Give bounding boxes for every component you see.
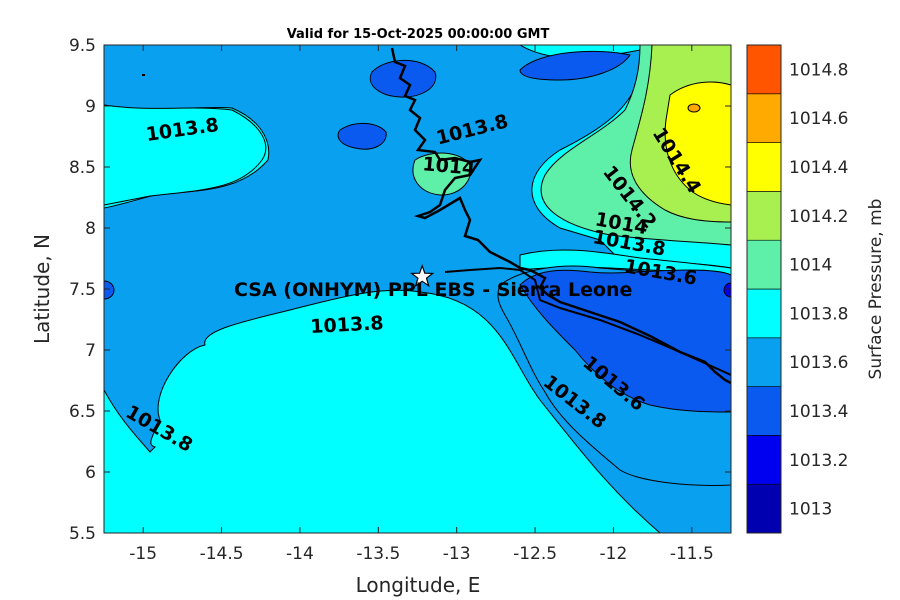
x-tick-label: -12 (600, 544, 628, 564)
y-tick-label: 5.5 (69, 524, 96, 544)
island (142, 74, 145, 76)
colorbar-level-label: 1013.6 (789, 353, 848, 373)
y-axis-ticks: 5.5 6 6.5 7 7.5 8 8.5 9 9.5 (69, 36, 731, 544)
colorbar-swatch (746, 337, 782, 387)
colorbar-swatch (746, 239, 782, 290)
colorbar-swatch (746, 93, 782, 143)
contour-fill-1014-coast (412, 152, 472, 196)
contour-fill-1013.4-north3 (519, 50, 631, 81)
colorbar-swatch (746, 191, 782, 241)
station-label: CSA (ONHYM) PPL EBS - Sierra Leone (234, 279, 632, 301)
chart-title: Valid for 15-Oct-2025 00:00:00 GMT (287, 27, 550, 42)
y-tick-label: 8 (85, 219, 96, 239)
x-tick-label: -13 (443, 544, 471, 564)
x-tick-label: -15 (129, 544, 157, 564)
coastline (390, 47, 731, 385)
y-tick-label: 8.5 (69, 158, 96, 178)
station-star-icon (410, 263, 435, 288)
contour-label: 1013.8 (310, 312, 384, 338)
contour-label: 1014 (422, 153, 477, 180)
x-tick-label: -13.5 (356, 544, 400, 564)
colorbar-level-label: 1013.4 (789, 402, 848, 422)
y-tick-label: 9 (85, 97, 96, 117)
colorbar-swatch (746, 483, 782, 534)
contour-fill-1013.4-west (104, 280, 115, 300)
colorbar-swatch (746, 288, 782, 339)
x-tick-label: -14.5 (200, 544, 244, 564)
colorbar-level-label: 1014.6 (789, 109, 848, 129)
x-tick-label: -11.5 (670, 544, 714, 564)
contour-fill-1014.6 (687, 103, 701, 113)
colorbar-level-label: 1014 (789, 256, 832, 276)
contour-fill-1014.4 (664, 81, 731, 206)
x-tick-label: -12.5 (513, 544, 557, 564)
colorbar-level-label: 1014.2 (789, 207, 848, 227)
colorbar-swatch (746, 44, 782, 95)
y-tick-label: 6.5 (69, 402, 96, 422)
x-axis-label: Longitude, E (356, 573, 481, 597)
colorbar-level-label: 1014.8 (789, 60, 848, 80)
border-line (444, 266, 731, 376)
contour-fill-1013.4-north2 (337, 123, 387, 150)
colorbar-level-label: 1014.4 (789, 158, 848, 178)
colorbar-level-label: 1013 (789, 500, 832, 520)
contour-fill-1013.8-notch (104, 104, 267, 206)
colorbar-swatch (746, 435, 782, 485)
y-tick-label: 7.5 (69, 280, 96, 300)
colorbar-level-label: 1013.2 (789, 451, 848, 471)
colorbar-swatch (746, 386, 782, 436)
colorbar-level-label: 1013.8 (789, 304, 848, 324)
contour-fill-1013.2-east (723, 282, 731, 298)
y-tick-label: 7 (85, 341, 96, 361)
colorbar-frame (746, 44, 782, 534)
x-tick-label: -14 (286, 544, 314, 564)
colorbar-swatch (746, 142, 782, 192)
x-axis-ticks: -15 -14.5 -14 -13.5 -13 -12.5 -12 -11.5 (129, 45, 714, 564)
y-axis-label: Latitude, N (30, 234, 54, 344)
plot-area (104, 45, 731, 533)
y-tick-label: 9.5 (69, 36, 96, 56)
colorbar: 1013 1013.2 1013.4 1013.6 1013.8 1014 1014.2 10… (746, 44, 848, 534)
y-tick-label: 6 (85, 463, 96, 483)
colorbar-label: Surface Pressure, mb (866, 199, 886, 380)
